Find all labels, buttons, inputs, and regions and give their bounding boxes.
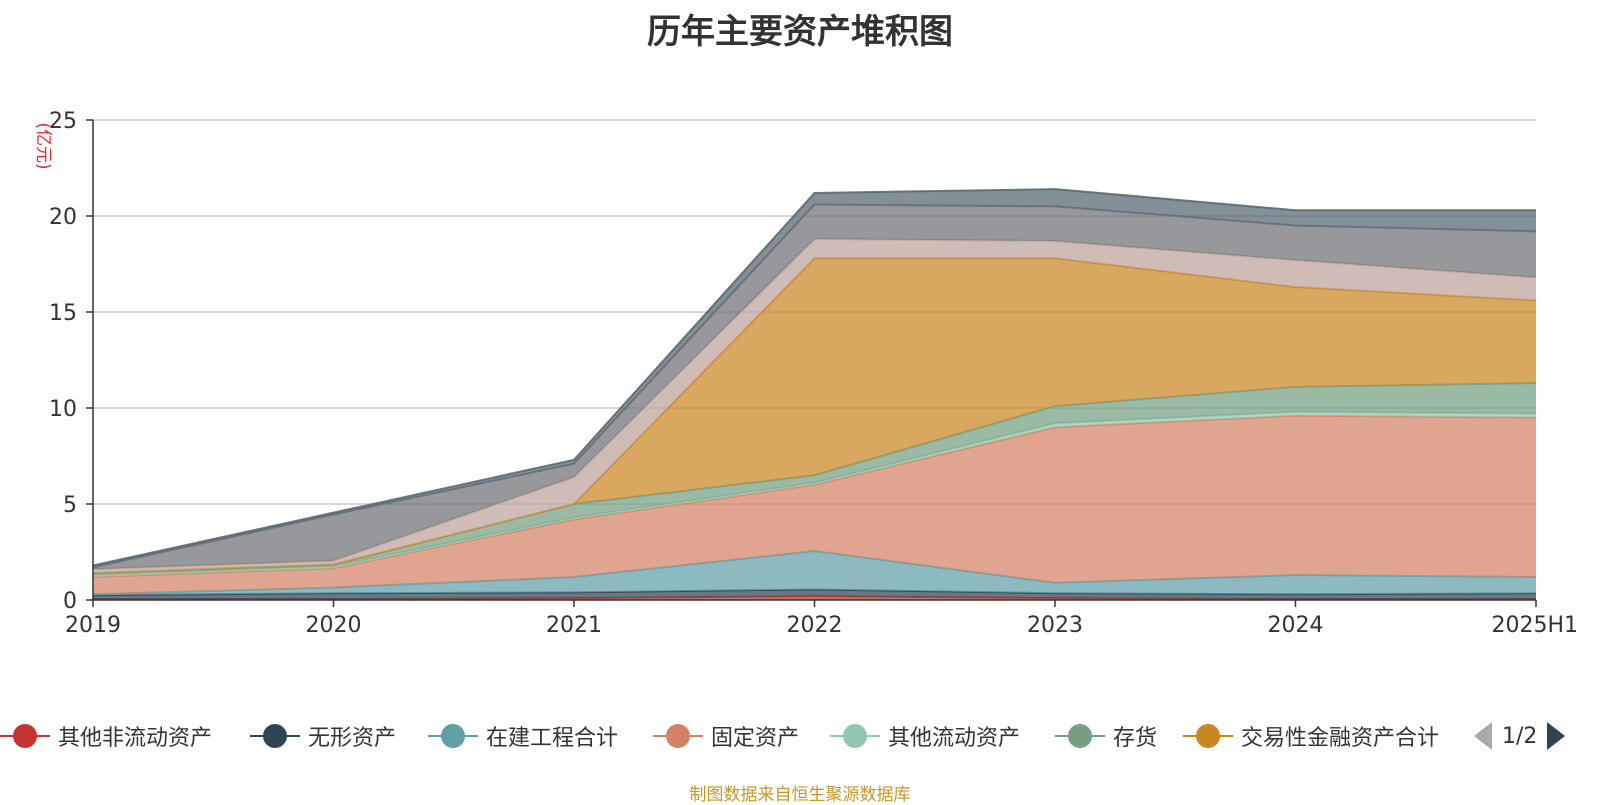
legend-marker-icon: [250, 721, 300, 751]
legend-label: 固定资产: [711, 726, 800, 751]
x-tick-label: 2024: [1268, 613, 1324, 638]
legend-label: 交易性金融资产合计: [1241, 726, 1440, 751]
legend-item[interactable]: 其他非流动资产: [0, 718, 212, 754]
area-series-1[interactable]: [93, 589, 1536, 600]
legend-marker-icon: [0, 721, 50, 751]
area-series-3[interactable]: [93, 415, 1536, 595]
area-series-6[interactable]: [93, 258, 1536, 574]
x-tick-label: 2022: [787, 613, 843, 638]
source-note: 制图数据来自恒生聚源数据库: [689, 785, 911, 805]
legend-marker-icon: [1055, 721, 1105, 751]
legend-label: 在建工程合计: [486, 726, 619, 751]
area-layer: [92, 188, 1537, 601]
y-tick-label: 25: [49, 109, 77, 134]
legend: 其他非流动资产 无形资产 在建工程合计 固定资产 其他流动资产 存货 交易性金融资产合计: [0, 718, 1600, 754]
legend-item[interactable]: 存货: [1055, 718, 1157, 754]
legend-marker-icon: [428, 721, 478, 751]
legend-marker-icon: [1183, 721, 1233, 751]
legend-item[interactable]: 在建工程合计: [428, 718, 618, 754]
x-tick-label: 2021: [546, 613, 602, 638]
legend-page-indicator: 1/2: [1502, 723, 1538, 749]
series-line-9: [92, 188, 1536, 567]
legend-item[interactable]: 无形资产: [250, 718, 396, 754]
y-tick-label: 5: [63, 493, 77, 518]
area-series-2[interactable]: [93, 551, 1536, 596]
y-tick-label: 20: [49, 205, 77, 230]
legend-item[interactable]: 固定资产: [653, 718, 799, 754]
legend-prev-page-icon[interactable]: [1474, 722, 1492, 750]
legend-item[interactable]: 交易性金融资产合计: [1183, 718, 1439, 754]
legend-pager: 1/2: [1474, 718, 1566, 754]
axis-layer: 0 5 10 15 20 25 2019 2020 2021 2022 2023 2024 2025H1: [49, 109, 1578, 638]
y-unit-label: (亿元): [33, 122, 53, 169]
area-series-9[interactable]: [93, 189, 1536, 568]
y-tick-label: 15: [49, 301, 77, 326]
chart-title: 历年主要资产堆积图: [647, 12, 953, 52]
area-series-8[interactable]: [93, 204, 1536, 570]
area-series-5[interactable]: [93, 383, 1536, 576]
legend-item[interactable]: 其他流动资产: [830, 718, 1020, 754]
legend-label: 存货: [1113, 726, 1158, 751]
legend-marker-icon: [653, 721, 703, 751]
x-tick-label: 2023: [1027, 613, 1083, 638]
legend-label: 其他非流动资产: [58, 726, 213, 751]
x-tick-label: 2020: [306, 613, 362, 638]
y-tick-label: 0: [63, 589, 77, 614]
y-tick-label: 10: [49, 397, 77, 422]
legend-next-page-icon[interactable]: [1547, 722, 1566, 750]
legend-label: 无形资产: [308, 726, 397, 751]
area-series-7[interactable]: [93, 239, 1536, 574]
x-tick-label: 2025H1: [1491, 613, 1578, 638]
legend-marker-icon: [830, 721, 880, 751]
legend-label: 其他流动资产: [888, 726, 1021, 751]
x-tick-label: 2019: [65, 613, 121, 638]
